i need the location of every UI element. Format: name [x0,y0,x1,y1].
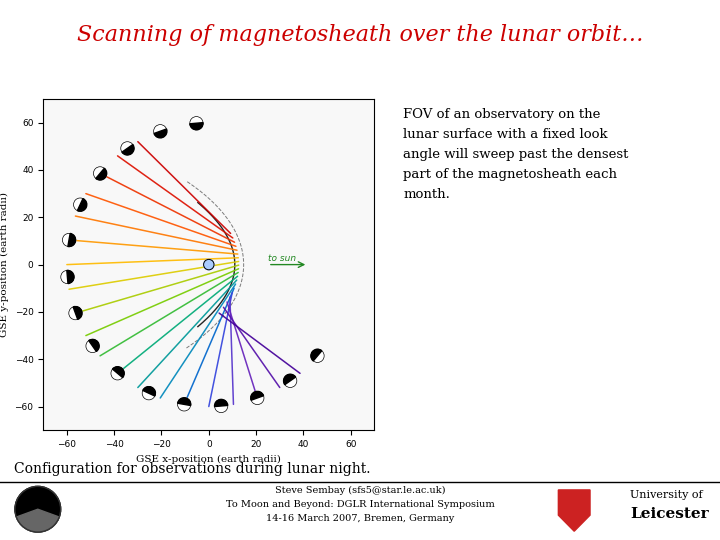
Wedge shape [122,145,134,155]
Text: Leicester: Leicester [630,507,708,521]
Wedge shape [67,271,74,284]
Wedge shape [215,400,228,407]
Wedge shape [190,123,203,130]
Circle shape [215,400,228,413]
Text: Steve Sembay (sfs5@star.le.ac.uk): Steve Sembay (sfs5@star.le.ac.uk) [275,486,445,495]
Circle shape [69,307,82,320]
Text: FOV of an observatory on the
lunar surface with a fixed look
angle will sweep pa: FOV of an observatory on the lunar surfa… [403,108,629,201]
Circle shape [60,271,74,284]
Circle shape [311,349,324,362]
Wedge shape [154,129,167,138]
Wedge shape [96,168,107,180]
Wedge shape [311,349,322,361]
Wedge shape [178,398,191,406]
Wedge shape [251,392,264,400]
Circle shape [63,233,76,247]
Circle shape [121,141,134,155]
Text: University of: University of [630,490,703,501]
Polygon shape [559,490,590,531]
Circle shape [153,125,167,138]
Circle shape [284,374,297,388]
Wedge shape [284,374,296,384]
Circle shape [111,367,124,380]
Circle shape [251,392,264,404]
Text: Scanning of magnetosheath over the lunar orbit…: Scanning of magnetosheath over the lunar… [77,24,643,46]
Circle shape [178,398,191,411]
Circle shape [204,259,214,270]
Circle shape [86,340,99,353]
Text: To Moon and Beyond: DGLR International Symposium: To Moon and Beyond: DGLR International S… [225,500,495,509]
Wedge shape [143,387,156,396]
Circle shape [190,117,203,130]
Circle shape [94,167,107,180]
Y-axis label: GSE y-position (earth radii): GSE y-position (earth radii) [0,192,9,337]
Text: 14-16 March 2007, Bremen, Germany: 14-16 March 2007, Bremen, Germany [266,514,454,523]
X-axis label: GSE x-position (earth radii): GSE x-position (earth radii) [136,455,282,464]
Wedge shape [73,307,82,319]
Text: Configuration for observations during lunar night.: Configuration for observations during lu… [14,462,371,476]
Wedge shape [89,340,99,352]
Wedge shape [68,233,76,247]
Wedge shape [112,367,124,377]
Wedge shape [77,199,87,211]
Text: to sun: to sun [268,254,296,263]
Circle shape [15,487,60,532]
Wedge shape [17,509,59,532]
Circle shape [73,198,87,211]
Circle shape [142,387,156,400]
